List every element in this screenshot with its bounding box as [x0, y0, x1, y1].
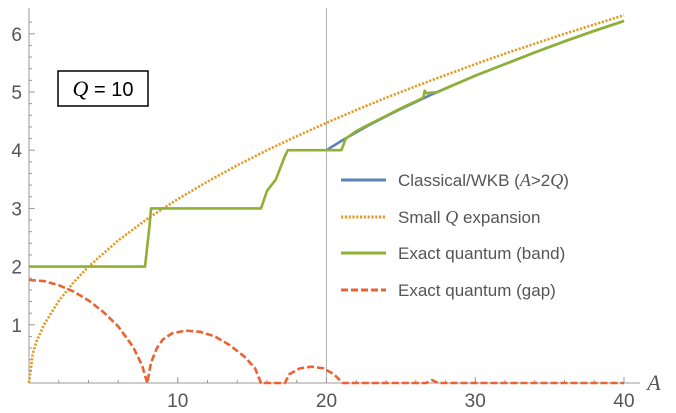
y-tick-label: 1 [11, 316, 22, 337]
y-tick-label: 6 [11, 25, 22, 46]
x-axis-title: A [645, 370, 661, 395]
y-tick-label: 5 [11, 83, 22, 104]
series-line-2 [27, 13, 625, 384]
x-tick-label: 40 [613, 391, 634, 412]
x-tick-label: 30 [465, 391, 486, 412]
x-tick-label: 10 [167, 391, 188, 412]
legend-label-1: Classical/WKB (A>2Q) [398, 170, 569, 190]
series-line-4 [28, 278, 624, 385]
legend-label-4: Exact quantum (gap) [398, 281, 556, 300]
series-layer [27, 13, 625, 385]
annotation-frame [57, 70, 149, 107]
y-tick-label: 2 [11, 258, 22, 279]
series-line-3 [29, 19, 625, 268]
y-tick-label: 3 [11, 199, 22, 220]
legend-label-3: Exact quantum (band) [398, 244, 565, 263]
legend: Classical/WKB (A>2Q) Small Q expansion Exa… [341, 170, 569, 300]
x-tick-label: 20 [316, 391, 337, 412]
series-line-1 [325, 19, 625, 152]
annotation-box: Q = 10 [57, 70, 149, 107]
y-tick-label: 4 [11, 141, 22, 162]
axes: 10 20 30 40 1 2 3 4 5 6 A [11, 8, 661, 412]
annotation-label: Q = 10 [73, 76, 134, 101]
legend-label-2: Small Q expansion [398, 207, 540, 227]
